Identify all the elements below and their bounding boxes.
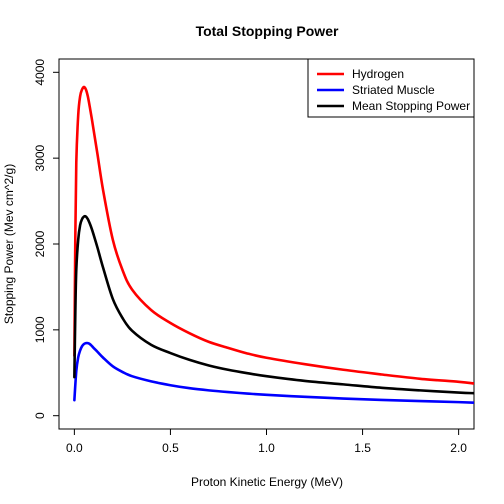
- legend-label: Hydrogen: [352, 67, 404, 81]
- series-line-1: [73, 341, 474, 404]
- legend-label: Mean Stopping Power: [352, 99, 470, 113]
- legend-label: Striated Muscle: [352, 83, 435, 97]
- x-axis: 0.0 0.5 1.0 1.5 2.0: [66, 429, 467, 455]
- y-tick-label: 2000: [33, 230, 47, 257]
- y-axis-label: Stopping Power (Mev cm^2/g): [2, 164, 16, 324]
- y-tick-label: 0: [33, 412, 47, 419]
- x-tick-label: 0.0: [66, 441, 83, 455]
- chart-title: Total Stopping Power: [196, 23, 339, 39]
- y-tick-label: 1000: [33, 316, 47, 343]
- x-tick-label: 2.0: [450, 441, 467, 455]
- y-axis: 0 1000 2000 3000 4000: [33, 59, 59, 419]
- x-tick-label: 0.5: [162, 441, 179, 455]
- series-line-2: [73, 214, 474, 395]
- legend-box: [307, 58, 475, 118]
- y-tick-label: 3000: [33, 144, 47, 171]
- x-tick-label: 1.5: [354, 441, 371, 455]
- legend: Hydrogen Striated Muscle Mean Stopping Pow…: [307, 58, 475, 118]
- y-tick-label: 4000: [33, 59, 47, 86]
- plot-lines: [73, 85, 474, 404]
- x-axis-label: Proton Kinetic Energy (MeV): [191, 475, 343, 489]
- series-line-0: [73, 85, 474, 385]
- x-tick-label: 1.0: [258, 441, 275, 455]
